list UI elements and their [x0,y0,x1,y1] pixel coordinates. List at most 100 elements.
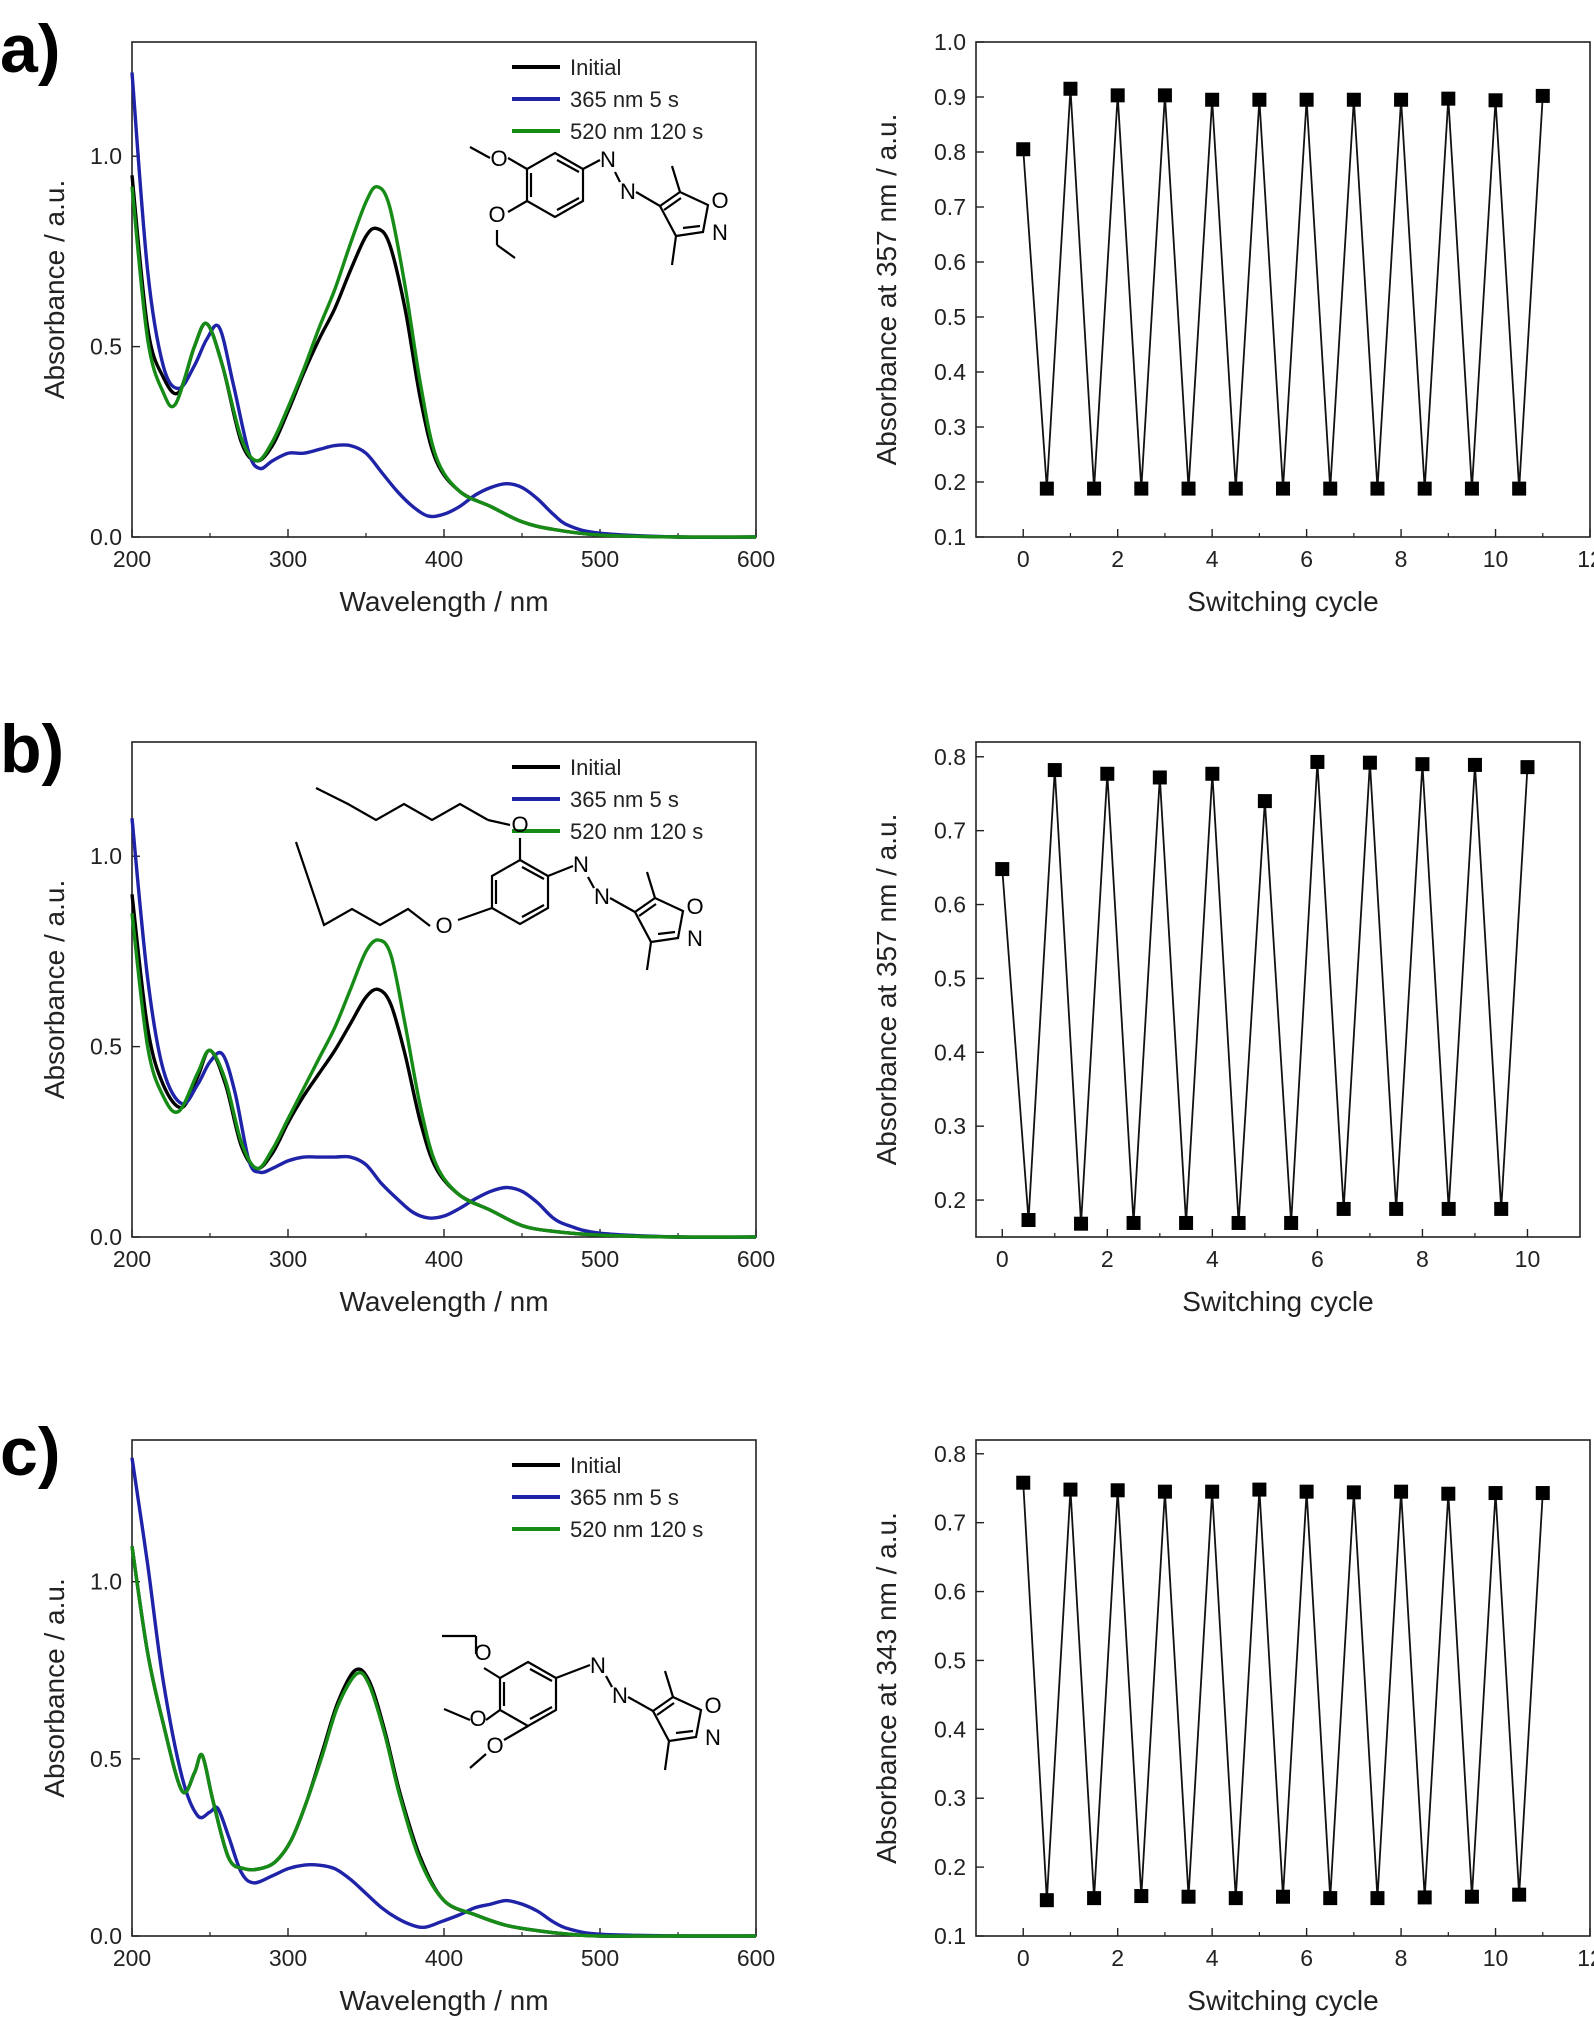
y-tick-label: 0.4 [934,1716,966,1742]
series-line-0 [130,894,757,1239]
atom-label: O [486,1733,503,1758]
data-point [1205,92,1220,107]
legend-label: Initial [570,1453,621,1478]
data-point [1362,755,1377,770]
x-tick-label: 500 [581,546,619,572]
atom-label: N [687,926,703,951]
y-tick-label: 0.1 [934,1923,966,1949]
data-point [1074,1216,1089,1231]
data-point [1087,1891,1102,1906]
x-tick-label: 10 [1483,546,1509,572]
data-point [1157,1484,1172,1499]
data-point [1512,1887,1527,1902]
legend-label: 365 nm 5 s [570,787,679,812]
data-point [1394,1484,1409,1499]
y-tick-label: 0.8 [934,139,966,165]
plot-frame [975,741,1581,1238]
data-point [1047,763,1062,778]
data-point [1021,1213,1036,1228]
data-point [1181,481,1196,496]
series-line-2 [130,913,757,1239]
y-axis-label: Absorbance at 357 nm / a.u. [871,814,902,1166]
data-point [1228,1891,1243,1906]
data-point [1110,88,1125,103]
x-tick-label: 2 [1111,546,1124,572]
y-tick-label: 0.9 [934,84,966,110]
data-point [1389,1201,1404,1216]
y-axis-label: Absorbance / a.u. [39,1578,70,1797]
y-tick-label: 0.5 [934,304,966,330]
x-tick-label: 400 [425,1945,463,1971]
y-axis-label: Absorbance at 357 nm / a.u. [871,114,902,466]
atom-label: O [686,894,703,919]
data-point [1323,481,1338,496]
data-point [1257,794,1272,809]
data-point [1134,1889,1149,1904]
data-point [1512,481,1527,496]
y-axis-label: Absorbance / a.u. [39,880,70,1099]
y-tick-label: 0.4 [934,359,966,385]
atom-label: O [711,188,728,213]
x-tick-label: 2 [1111,1945,1124,1971]
y-tick-label: 0.6 [934,249,966,275]
y-tick-label: 0.8 [934,1441,966,1467]
legend-label: 520 nm 120 s [570,819,703,844]
y-axis-label: Absorbance at 343 nm / a.u. [871,1512,902,1864]
x-tick-label: 6 [1311,1246,1324,1272]
data-point [1205,1484,1220,1499]
data-point [1417,1890,1432,1905]
data-point [1488,93,1503,108]
x-tick-label: 300 [269,546,307,572]
legend-label: 520 nm 120 s [570,1517,703,1542]
chart-b-cycles: 0 2 4 6 8 10 0.2 0.3 0.4 0.5 0.6 0.7 0.8 Switching cy… [871,741,1581,1317]
chart-c-spectrum: 200 300 400 500 600 0.0 0.5 1.0 Wavelength / nm A… [39,1439,775,2016]
atom-label: N [590,1653,606,1678]
y-tick-label: 1.0 [90,1569,122,1595]
cycle-line [1001,761,1529,1224]
y-tick-label: 0.2 [934,1854,966,1880]
data-point [1336,1201,1351,1216]
data-point [1415,757,1430,772]
data-point [1039,1893,1054,1908]
data-point [1157,88,1172,103]
x-tick-label: 0 [1017,546,1030,572]
data-point [1488,1486,1503,1501]
data-point [1110,1483,1125,1498]
data-point [1231,1215,1246,1230]
x-tick-label: 400 [425,546,463,572]
atom-label: O [474,1640,491,1665]
data-point [1228,481,1243,496]
y-tick-label: 0.3 [934,414,966,440]
x-tick-label: 6 [1300,1945,1313,1971]
data-point [1063,1482,1078,1497]
x-tick-label: 8 [1395,1945,1408,1971]
panel-label-b: b) [0,711,64,787]
legend-label: 365 nm 5 s [570,87,679,112]
x-tick-label: 300 [269,1246,307,1272]
x-axis-label: Wavelength / nm [339,586,548,617]
data-point [1205,766,1220,781]
molecule-structure-c [442,1634,703,1771]
y-tick-label: 0.4 [934,1039,966,1065]
plot-frame [975,41,1591,538]
data-point [1087,481,1102,496]
atom-label: N [573,852,589,877]
y-tick-label: 0.5 [90,334,122,360]
chart-c-cycles: 0 2 4 6 8 10 12 0.1 0.2 0.3 0.4 0.5 0.6 0.7 0.8 Switchi… [871,1439,1594,2016]
data-point [1464,481,1479,496]
x-tick-label: 6 [1300,546,1313,572]
data-point [1467,757,1482,772]
plot-frame [975,1439,1591,1937]
legend-label: 365 nm 5 s [570,1485,679,1510]
x-tick-label: 500 [581,1246,619,1272]
data-point [1276,481,1290,496]
atom-label: O [488,202,505,227]
y-tick-label: 0.5 [934,965,966,991]
data-point [1370,1891,1385,1906]
data-point [1179,1215,1194,1230]
x-tick-label: 4 [1206,1246,1219,1272]
data-point [1252,1482,1267,1497]
data-point [1310,754,1325,769]
x-tick-label: 10 [1483,1945,1509,1971]
data-point [1284,1215,1299,1230]
